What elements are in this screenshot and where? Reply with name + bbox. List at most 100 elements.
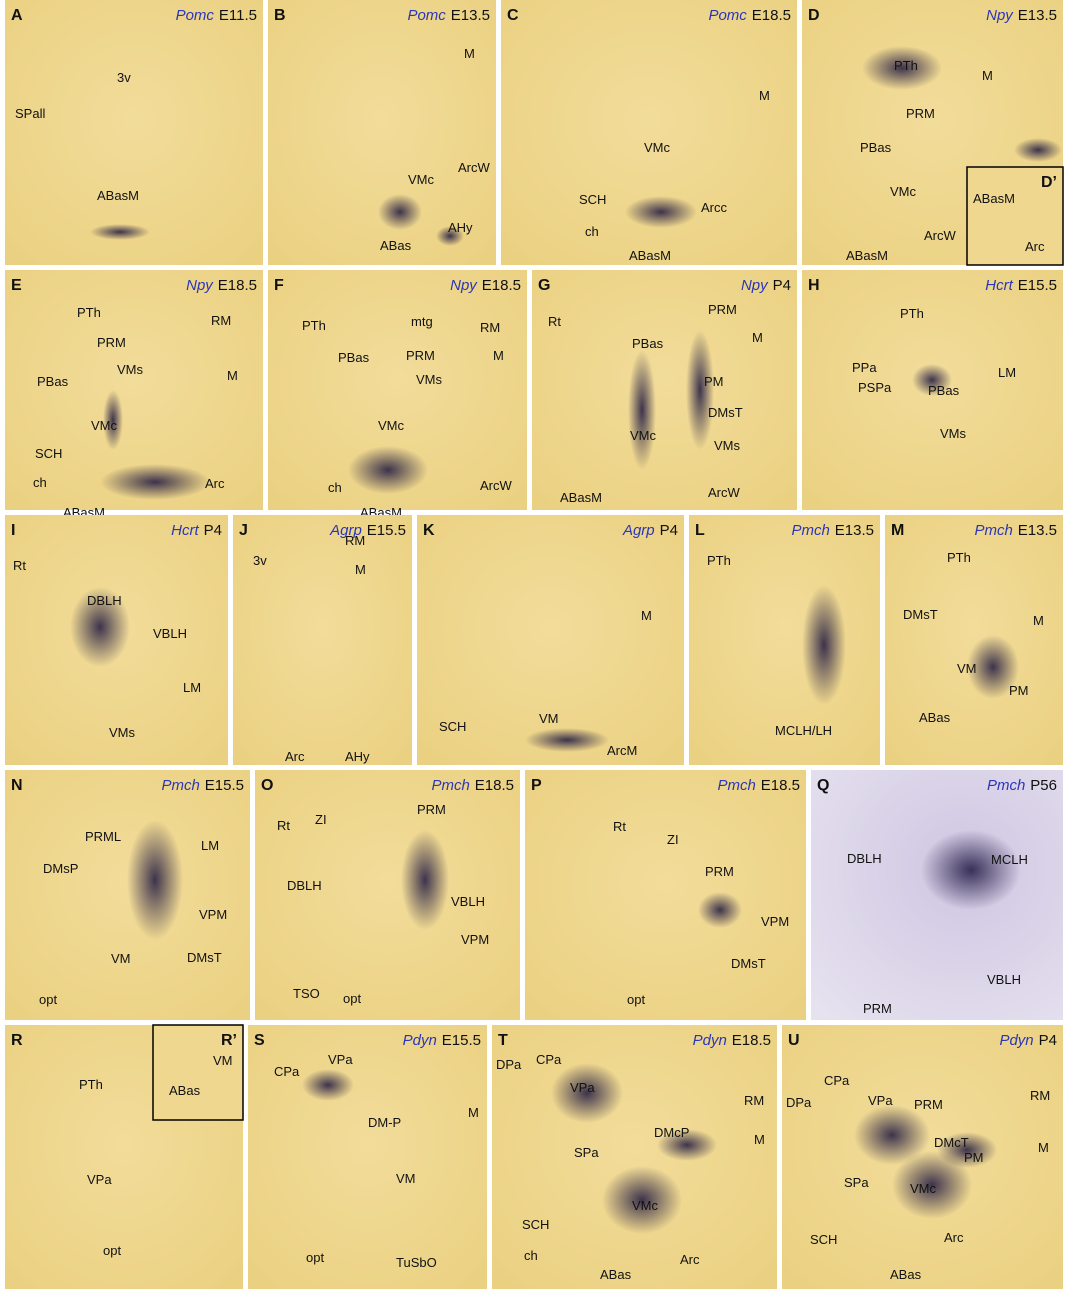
region-label: SCH (579, 192, 606, 207)
region-label: TSO (293, 986, 320, 1001)
stage: P56 (1030, 777, 1057, 794)
region-label: SPa (574, 1145, 599, 1160)
region-label: ABasM (97, 188, 139, 203)
panel: BPomcE13.5MArcWVMcABasAHy (268, 0, 496, 265)
region-label: SPa (844, 1175, 869, 1190)
region-label: DMsT (708, 405, 743, 420)
region-label: VMc (630, 428, 657, 443)
stage: E15.5 (442, 1032, 481, 1049)
panel-title: PdynE18.5 (693, 1032, 771, 1049)
region-label: M (754, 1132, 765, 1147)
gene-name: Npy (186, 277, 214, 294)
region-label: ABas (600, 1267, 632, 1282)
region-label: RM (744, 1093, 764, 1108)
region-label: 3v (117, 70, 131, 85)
region-label: PRM (97, 335, 126, 350)
stain-cluster (348, 446, 428, 494)
region-label: VM (539, 711, 559, 726)
region-label: M (1033, 613, 1044, 628)
region-label: M (1038, 1140, 1049, 1155)
tissue-image (532, 270, 797, 510)
gene-name: Pdyn (693, 1032, 727, 1049)
region-label: MCLH (991, 852, 1028, 867)
region-label: SPall (15, 106, 45, 121)
region-label: VBLH (153, 626, 187, 641)
region-label: PTh (77, 305, 101, 320)
panel-letter: F (274, 277, 284, 294)
region-label: Arcc (701, 200, 728, 215)
region-label: M (641, 608, 652, 623)
region-label: ABasM (629, 248, 671, 263)
region-label: ArcW (924, 228, 957, 243)
gene-name: Pomc (407, 7, 446, 24)
panel-letter: R (11, 1032, 23, 1049)
region-label: M (759, 88, 770, 103)
stage: E15.5 (205, 777, 244, 794)
stage: P4 (773, 277, 791, 294)
stage: E18.5 (475, 777, 514, 794)
inset-letter: D’ (1041, 174, 1057, 191)
stage: E13.5 (451, 7, 490, 24)
region-label: ch (585, 224, 599, 239)
region-label: VPM (761, 914, 789, 929)
region-label: ABas (380, 238, 412, 253)
region-label: DPa (496, 1057, 522, 1072)
region-label: opt (103, 1243, 121, 1258)
region-label: VMs (714, 438, 741, 453)
gene-name: Pmch (974, 522, 1012, 539)
stain-cluster (1014, 138, 1062, 162)
region-label: VM (396, 1171, 416, 1186)
region-label: Arc (205, 476, 225, 491)
stage: E13.5 (835, 522, 874, 539)
region-label: PBas (860, 140, 892, 155)
inset-label: VM (213, 1053, 233, 1068)
gene-name: Pomc (176, 7, 215, 24)
stain-cluster (525, 728, 609, 752)
region-label: DBLH (847, 851, 882, 866)
tissue-image (5, 770, 250, 1020)
gene-name: Hcrt (985, 277, 1013, 294)
stain-cluster (378, 194, 422, 230)
stain-cluster (127, 820, 183, 940)
region-label: VBLH (987, 972, 1021, 987)
region-label: DPa (786, 1095, 812, 1110)
region-label: DMsT (903, 607, 938, 622)
region-label: DMcP (654, 1125, 689, 1140)
region-label: Rt (548, 314, 561, 329)
region-label: RM (211, 313, 231, 328)
panel-letter: I (11, 522, 15, 539)
region-label: RM (345, 533, 365, 548)
gene-name: Hcrt (171, 522, 199, 539)
panel-title: AgrpE15.5 (329, 522, 406, 539)
gene-name: Npy (986, 7, 1014, 24)
gene-name: Npy (741, 277, 769, 294)
gene-name: Npy (450, 277, 478, 294)
panel-title: NpyP4 (741, 277, 791, 294)
panel: ENpyE18.5PThRMPRMMPBasVMsVMcSCHchArcABas… (5, 270, 263, 520)
inset: R’VMABas (153, 1025, 243, 1120)
region-label: ch (328, 480, 342, 495)
region-label: ch (33, 475, 47, 490)
gene-name: Pmch (161, 777, 199, 794)
region-label: PRM (914, 1097, 943, 1112)
panel-letter: N (11, 777, 23, 794)
region-label: ArcW (708, 485, 741, 500)
figure: APomcE11.5SPall3vABasMBPomcE13.5MArcWVMc… (0, 0, 1068, 1289)
region-label: PTh (894, 58, 918, 73)
region-label: ArcW (458, 160, 491, 175)
panel-letter: O (261, 777, 273, 794)
region-label: PTh (79, 1077, 103, 1092)
region-label: VMs (117, 362, 144, 377)
panel: QPmchP56DBLHMCLHVBLHPRM (811, 770, 1063, 1020)
region-label: PRM (417, 802, 446, 817)
region-label: PRM (863, 1001, 892, 1016)
gene-name: Pomc (708, 7, 747, 24)
stage: E13.5 (1018, 7, 1057, 24)
region-label: PTh (947, 550, 971, 565)
region-label: VPa (328, 1052, 353, 1067)
